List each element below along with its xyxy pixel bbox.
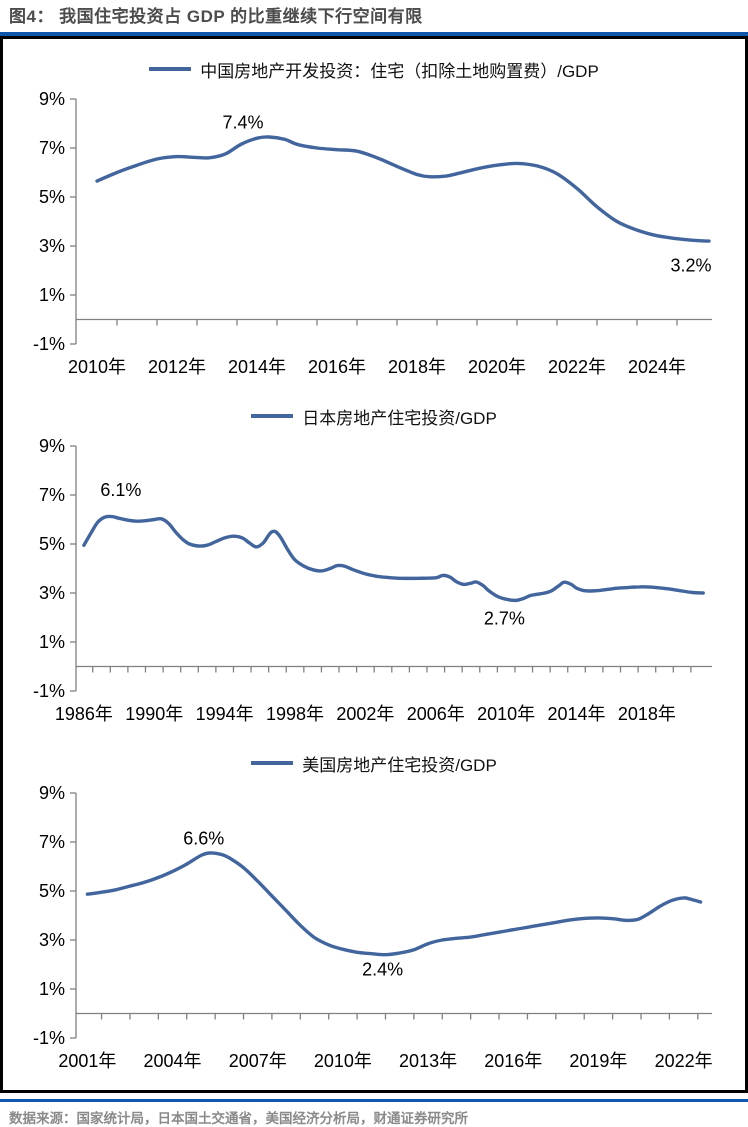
japan-legend-label: 日本房地产住宅投资/GDP (302, 408, 497, 428)
series-line (85, 851, 703, 957)
chart-section-us: 美国房地产住宅投资/GDP 9% 7% 5% 3% 1% -1% 2001年 2004年 200… (3, 751, 745, 1082)
x-tick-label: 2002年 (336, 704, 394, 724)
y-tick-label: -1% (33, 681, 65, 701)
data-label: 6.6% (183, 828, 224, 848)
y-tick-label: 9% (39, 89, 65, 109)
x-tick-label: 2016年 (484, 1051, 542, 1071)
x-tick-label: 2018年 (388, 357, 446, 377)
y-tick-label: -1% (33, 1028, 65, 1048)
data-label: 3.2% (670, 256, 711, 276)
data-label: 7.4% (222, 112, 263, 132)
chart-section-japan: 日本房地产住宅投资/GDP 9% 7% 5% 3% 1% -1% 1986年 1990年 199… (3, 404, 745, 735)
x-tick-label: 1994年 (196, 704, 254, 724)
y-tick-label: 5% (39, 534, 65, 554)
y-tick-label: 9% (39, 783, 65, 803)
y-tick-label: 9% (39, 436, 65, 456)
y-tick-label: 7% (39, 832, 65, 852)
x-tick-label: 2012年 (148, 357, 206, 377)
legend-line-icon (251, 761, 294, 765)
x-tick-label: 2018年 (618, 704, 676, 724)
data-label: 2.7% (484, 609, 525, 629)
x-tick-label: 2022年 (655, 1051, 713, 1071)
x-tick-label: 2004年 (144, 1051, 202, 1071)
data-label: 6.1% (100, 480, 141, 500)
y-tick-label: 5% (39, 881, 65, 901)
axes: 9% 7% 5% 3% 1% -1% 2001年 2004年 2007年 2010年 2013年 20… (33, 783, 713, 1071)
china-legend-label: 中国房地产开发投资：住宅（扣除土地购置费）/GDP (200, 61, 599, 81)
y-tick-label: 5% (39, 187, 65, 207)
data-source-note: 数据来源：国家统计局，日本国土交通省，美国经济分析局，财通证券研究所 (9, 1111, 468, 1126)
us-legend-label: 美国房地产住宅投资/GDP (302, 755, 497, 775)
y-tick-label: 3% (39, 583, 65, 603)
x-tick-label: 1998年 (266, 704, 324, 724)
x-tick-label: 2014年 (548, 704, 606, 724)
data-label: 2.4% (362, 959, 403, 979)
y-tick-label: 1% (39, 632, 65, 652)
x-tick-label: 2014年 (228, 357, 286, 377)
y-tick-label: 1% (39, 979, 65, 999)
axes: 9% 7% 5% 3% 1% -1% 1986年 1990年 1994年 1998年 2002年 20… (33, 436, 712, 724)
x-tick-label: 2001年 (58, 1051, 116, 1071)
series-line (95, 135, 711, 243)
y-tick-label: 7% (39, 485, 65, 505)
y-tick-label: 3% (39, 236, 65, 256)
china-legend: 中国房地产开发投资：住宅（扣除土地购置费）/GDP (3, 57, 745, 81)
x-tick-label: 1986年 (55, 704, 113, 724)
chart-section-china: 中国房地产开发投资：住宅（扣除土地购置费）/GDP 9% 7% 5% 3% 1% -1% 2… (3, 57, 745, 388)
x-tick-label: 2024年 (628, 357, 686, 377)
figure-footer: 数据来源：国家统计局，日本国土交通省，美国经济分析局，财通证券研究所 (0, 1102, 748, 1127)
x-tick-label: 2019年 (569, 1051, 627, 1071)
x-tick-label: 2016年 (308, 357, 366, 377)
x-tick-label: 2007年 (229, 1051, 287, 1071)
x-tick-label: 2020年 (468, 357, 526, 377)
axes: 9% 7% 5% 3% 1% -1%2010年 2012年 2014年 2016年 2018年 20… (33, 89, 712, 377)
x-tick-label: 2010年 (477, 704, 535, 724)
y-tick-label: -1% (33, 334, 65, 354)
x-tick-label: 2006年 (407, 704, 465, 724)
china-gdp-line-chart: 9% 7% 5% 3% 1% -1%2010年 2012年 2014年 2016年 2018年 20… (33, 89, 712, 377)
y-tick-label: 7% (39, 138, 65, 158)
us-gdp-line-chart: 9% 7% 5% 3% 1% -1% 2001年 2004年 2007年 2010年 2013年 20… (33, 783, 713, 1071)
series-line (82, 514, 705, 603)
japan-gdp-line-chart: 9% 7% 5% 3% 1% -1% 1986年 1990年 1994年 1998年 2002年 20… (33, 436, 712, 724)
x-tick-label: 2010年 (68, 357, 126, 377)
y-tick-label: 1% (39, 285, 65, 305)
x-tick-label: 2013年 (399, 1051, 457, 1071)
legend-line-icon (149, 67, 192, 71)
footer-rule (0, 1099, 748, 1102)
figure-title: 图4： 我国住宅投资占 GDP 的比重继续下行空间有限 (9, 7, 423, 26)
x-tick-label: 2022年 (548, 357, 606, 377)
legend-line-icon (251, 414, 294, 418)
japan-legend: 日本房地产住宅投资/GDP (3, 404, 745, 428)
x-tick-label: 1990年 (125, 704, 183, 724)
us-legend: 美国房地产住宅投资/GDP (3, 751, 745, 775)
figure-header: 图4： 我国住宅投资占 GDP 的比重继续下行空间有限 (0, 0, 748, 36)
y-tick-label: 3% (39, 930, 65, 950)
x-tick-label: 2010年 (314, 1051, 372, 1071)
chart-panel: 中国房地产开发投资：住宅（扣除土地购置费）/GDP 9% 7% 5% 3% 1% -1% 2… (0, 36, 748, 1093)
